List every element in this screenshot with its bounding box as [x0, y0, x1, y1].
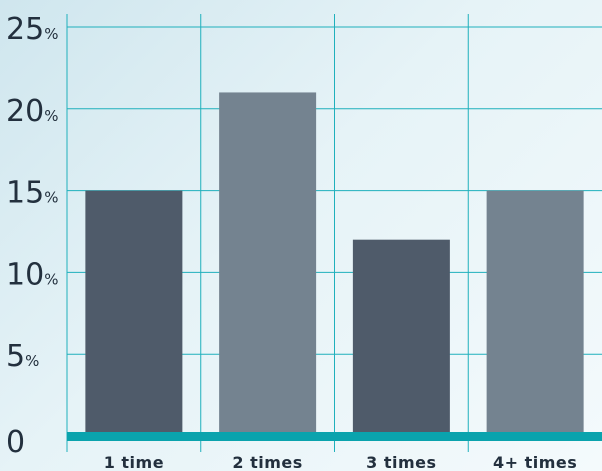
y-tick-label: 15% [6, 176, 58, 211]
y-tick-label: 5% [6, 339, 39, 374]
y-tick-unit: % [25, 352, 39, 370]
y-tick-value: 20 [6, 94, 44, 129]
bar [219, 92, 317, 439]
bar [352, 239, 450, 439]
bar [85, 190, 183, 439]
y-tick-value: 5 [6, 339, 25, 374]
y-tick-value: 0 [6, 425, 25, 460]
y-tick-unit: % [44, 189, 58, 207]
baseline [67, 432, 602, 441]
y-tick-label: 10% [6, 257, 58, 292]
y-tick-label: 20% [6, 94, 58, 129]
y-tick-unit: % [44, 270, 58, 288]
y-tick-label: 0 [6, 425, 25, 460]
y-tick-value: 10 [6, 257, 44, 292]
y-tick-unit: % [44, 107, 58, 125]
x-tick-label: 1 time [104, 453, 164, 471]
x-tick-label: 4+ times [493, 453, 577, 471]
y-tick-label: 25% [6, 12, 58, 47]
y-tick-value: 15 [6, 176, 44, 211]
y-tick-unit: % [44, 25, 58, 43]
x-tick-label: 2 times [232, 453, 302, 471]
y-tick-value: 25 [6, 12, 44, 47]
bar [486, 190, 584, 439]
x-tick-label: 3 times [366, 453, 436, 471]
